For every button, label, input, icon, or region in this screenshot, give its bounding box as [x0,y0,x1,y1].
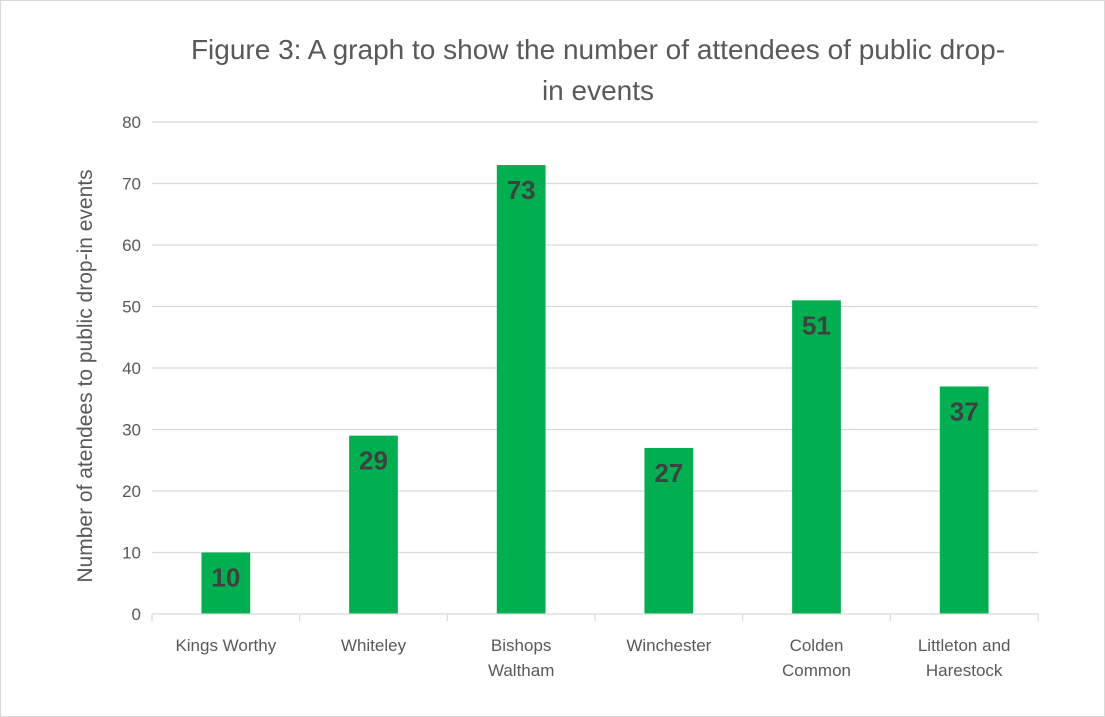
bar [201,552,251,614]
data-label: 27 [654,458,683,488]
data-label: 73 [507,175,536,205]
x-tick-label: Kings Worthy [175,636,276,655]
y-tick-label: 50 [122,298,141,317]
data-labels: 10 29 73 27 51 37 [211,175,978,592]
gridlines [152,121,1038,554]
x-tick-label: Harestock [926,661,1003,680]
data-label: 51 [802,310,831,340]
y-axis-tick-labels: 0 10 20 30 40 50 60 70 80 [122,113,141,624]
data-label: 10 [211,563,240,593]
x-tick-label: Bishops [491,636,551,655]
y-tick-label: 30 [122,421,141,440]
bar [496,165,546,615]
x-axis-tick-labels: Kings Worthy Whiteley Bishops Waltham Winche… [151,614,1039,680]
y-tick-label: 80 [122,113,141,132]
chart-title: Figure 3: A graph to show the number of … [191,34,1005,106]
y-tick-label: 40 [122,359,141,378]
y-tick-label: 60 [122,236,141,255]
bar [349,435,398,614]
y-tick-label: 0 [132,605,141,624]
y-axis-label: Number of atendees to public drop-in eve… [74,169,97,582]
x-tick-label: Winchester [626,636,711,655]
chart-title-line: Figure 3: A graph to show the number of … [191,34,1005,65]
bar [792,300,841,614]
x-tick-label: Waltham [488,661,554,680]
bars [201,165,989,615]
x-tick-label: Whiteley [341,636,407,655]
y-tick-label: 20 [122,482,141,501]
x-tick-label: Colden [790,636,844,655]
y-tick-label: 70 [122,175,141,194]
x-tick-label: Littleton and [918,636,1011,655]
chart-title-line: in events [542,75,654,106]
x-tick-label: Common [782,661,851,680]
data-label: 29 [359,446,388,476]
bar [939,386,989,614]
data-label: 37 [950,396,979,426]
y-tick-label: 10 [122,544,141,563]
bar [644,447,694,614]
